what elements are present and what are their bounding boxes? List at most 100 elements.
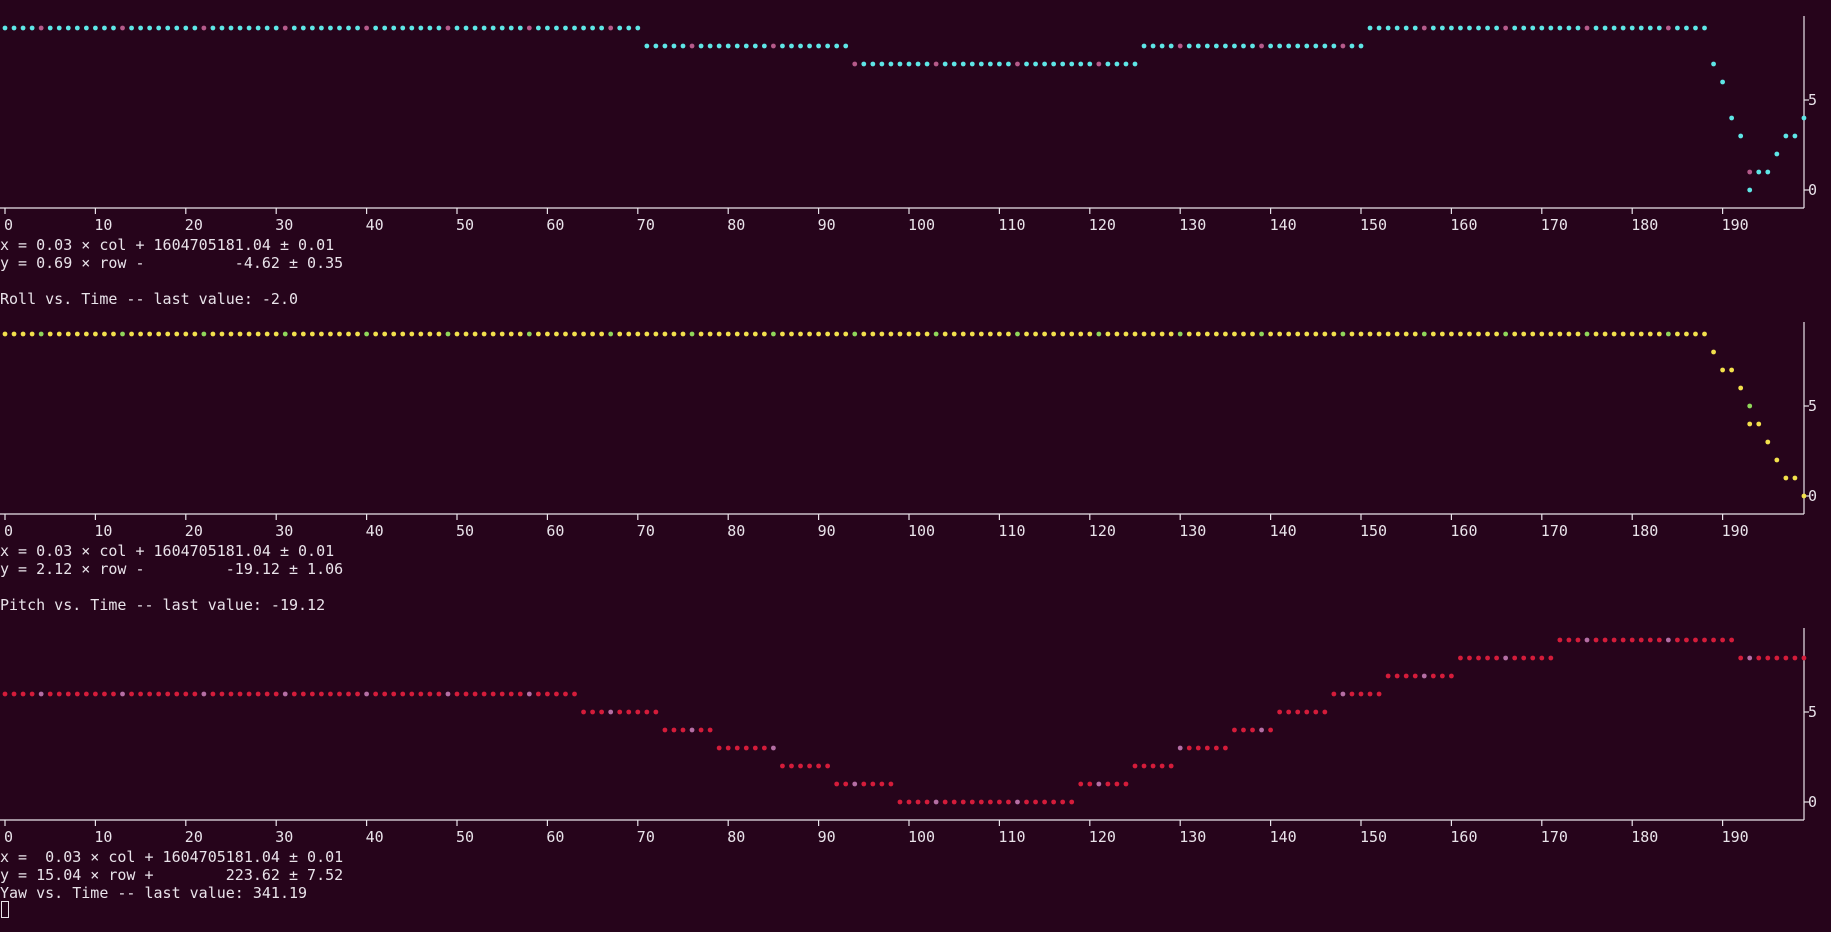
- pitch-data-point: [707, 331, 713, 337]
- yaw-x-tick-label: 10: [94, 828, 112, 846]
- roll-data-point: [734, 43, 740, 49]
- yaw-data-point: [11, 691, 17, 697]
- roll-data-point: [1304, 43, 1310, 49]
- pitch-data-point: [1033, 331, 1038, 337]
- roll-data-point: [246, 25, 252, 31]
- yaw-data-point: [445, 691, 451, 697]
- yaw-data-point: [698, 727, 704, 733]
- roll-data-point: [789, 43, 794, 49]
- yaw-data-point: [1783, 655, 1789, 661]
- pitch-data-point: [1801, 493, 1807, 499]
- roll-x-tick-label: 140: [1270, 216, 1297, 234]
- pitch-data-point: [1078, 331, 1084, 337]
- roll-y-tick-label: 5: [1808, 91, 1817, 109]
- yaw-data-point: [454, 691, 460, 697]
- yaw-data-point: [1304, 709, 1310, 715]
- yaw-data-point: [183, 691, 189, 697]
- pitch-data-point: [1277, 331, 1283, 337]
- pitch-data-point: [237, 331, 243, 337]
- yaw-data-point: [1729, 637, 1735, 643]
- pitch-data-point: [65, 331, 71, 337]
- yaw-data-point: [1340, 691, 1346, 697]
- roll-data-point: [942, 61, 948, 67]
- yaw-data-point: [228, 691, 234, 697]
- yaw-data-point: [409, 691, 415, 697]
- yaw-data-point: [997, 799, 1002, 805]
- roll-data-point: [960, 61, 966, 67]
- yaw-data-point: [1801, 655, 1807, 661]
- pitch-x-tick-label: 150: [1360, 522, 1387, 540]
- pitch-data-point: [1476, 331, 1481, 337]
- roll-x-tick-label: 120: [1089, 216, 1116, 234]
- pitch-data-point: [572, 331, 577, 337]
- yaw-data-point: [1123, 781, 1129, 787]
- terminal-cursor[interactable]: [1, 901, 9, 918]
- pitch-data-point: [1729, 367, 1735, 373]
- pitch-data-point: [1647, 331, 1653, 337]
- pitch-data-point: [599, 331, 605, 337]
- roll-data-point: [545, 25, 550, 31]
- yaw-data-point: [1313, 709, 1319, 715]
- yaw-data-point: [1385, 673, 1391, 679]
- yaw-data-point: [816, 763, 821, 769]
- pitch-data-point: [93, 331, 98, 337]
- pitch-data-point: [111, 331, 116, 337]
- pitch-data-point: [644, 331, 650, 337]
- pitch-data-point: [1783, 475, 1789, 481]
- pitch-data-point: [1765, 439, 1771, 445]
- yaw-data-point: [545, 691, 550, 697]
- pitch-data-point: [1485, 331, 1490, 337]
- yaw-data-point: [1204, 745, 1210, 751]
- yaw-data-point: [156, 691, 162, 697]
- pitch-data-point: [1792, 475, 1798, 481]
- yaw-data-point: [1015, 799, 1020, 805]
- yaw-data-point: [626, 709, 632, 715]
- roll-data-point: [1720, 79, 1725, 85]
- yaw-data-point: [1593, 637, 1599, 643]
- roll-data-point: [228, 25, 234, 31]
- pitch-data-point: [725, 331, 731, 337]
- roll-data-point: [780, 43, 785, 49]
- yaw-data-point: [1439, 673, 1445, 679]
- pitch-data-point: [1620, 331, 1626, 337]
- yaw-data-point: [1024, 799, 1029, 805]
- roll-data-point: [138, 25, 144, 31]
- roll-data-point: [1277, 43, 1283, 49]
- roll-data-point: [698, 43, 704, 49]
- yaw-data-point: [192, 691, 198, 697]
- pitch-data-point: [734, 331, 740, 337]
- roll-data-point: [1105, 61, 1111, 67]
- yaw-data-point: [1286, 709, 1292, 715]
- yaw-data-point: [888, 781, 894, 787]
- roll-data-point: [373, 25, 379, 31]
- pitch-data-point: [1602, 331, 1608, 337]
- yaw-data-point: [897, 799, 903, 805]
- roll-data-point: [1765, 169, 1771, 175]
- roll-x-tick-label: 10: [94, 216, 112, 234]
- pitch-data-point: [309, 331, 315, 337]
- pitch-data-point: [1403, 331, 1409, 337]
- pitch-data-point: [11, 331, 17, 337]
- roll-data-point: [102, 25, 107, 31]
- yaw-data-point: [653, 709, 659, 715]
- yaw-data-point: [1259, 727, 1264, 733]
- roll-data-point: [635, 25, 641, 31]
- roll-data-point: [74, 25, 80, 31]
- roll-data-point: [680, 43, 686, 49]
- pitch-data-point: [1675, 331, 1680, 337]
- roll-data-point: [644, 43, 650, 49]
- yaw-data-point: [418, 691, 424, 697]
- yaw-data-point: [1132, 763, 1138, 769]
- yaw-x-tick-label: 180: [1631, 828, 1658, 846]
- roll-x-tick-label: 170: [1541, 216, 1568, 234]
- pitch-data-point: [798, 331, 803, 337]
- roll-data-point: [65, 25, 71, 31]
- pitch-data-point: [1051, 331, 1057, 337]
- roll-data-point: [825, 43, 831, 49]
- pitch-data-point: [1223, 331, 1228, 337]
- pitch-data-point: [834, 331, 840, 337]
- roll-x-tick-label: 20: [185, 216, 203, 234]
- roll-data-point: [1313, 43, 1319, 49]
- roll-data-point: [1033, 61, 1038, 67]
- yaw-data-point: [608, 709, 614, 715]
